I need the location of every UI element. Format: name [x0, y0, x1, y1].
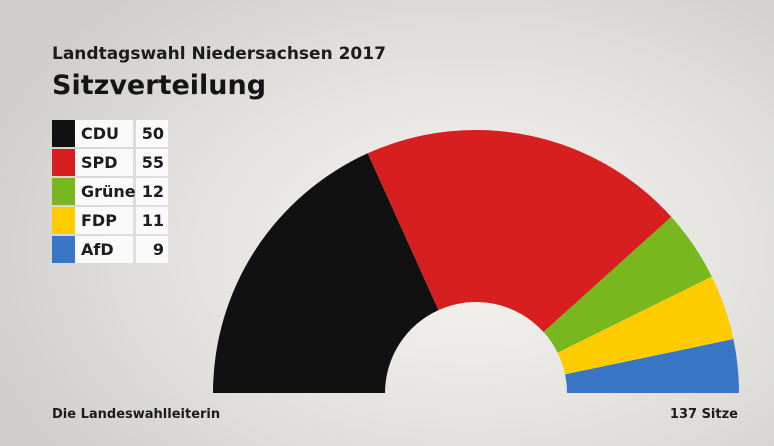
legend-value-spd: 55: [136, 149, 168, 176]
wedge-afd: [565, 339, 739, 393]
source-note: Die Landeswahlleiterin: [52, 407, 221, 422]
legend-value-gruene: 12: [136, 178, 168, 205]
legend-value-cdu: 50: [136, 120, 168, 147]
legend-label-afd: AfD: [75, 236, 133, 263]
legend-label-fdp: FDP: [75, 207, 133, 234]
chart-supertitle: Landtagswahl Niedersachsen 2017: [52, 44, 386, 64]
legend-swatch-afd: [52, 236, 75, 263]
wedge-cdu: [213, 153, 439, 393]
legend-label-cdu: CDU: [75, 120, 133, 147]
legend-value-afd: 9: [136, 236, 168, 263]
legend: CDU 50 SPD 55 Grüne 12 FDP 11 AfD 9: [52, 120, 172, 265]
legend-swatch-cdu: [52, 120, 75, 147]
wedge-fdp: [557, 276, 734, 375]
legend-swatch-fdp: [52, 207, 75, 234]
legend-item-cdu: CDU 50: [52, 120, 172, 147]
total-seats: 137 Sitze: [669, 407, 738, 422]
wedge-gruene: [543, 216, 712, 353]
chart-title: Sitzverteilung: [52, 70, 267, 101]
legend-swatch-gruene: [52, 178, 75, 205]
legend-label-gruene: Grüne: [75, 178, 136, 205]
wedge-spd: [367, 129, 672, 333]
legend-label-spd: SPD: [75, 149, 133, 176]
legend-item-afd: AfD 9: [52, 236, 172, 263]
legend-swatch-spd: [52, 149, 75, 176]
legend-item-gruene: Grüne 12: [52, 178, 172, 205]
legend-value-fdp: 11: [136, 207, 168, 234]
legend-item-spd: SPD 55: [52, 149, 172, 176]
legend-item-fdp: FDP 11: [52, 207, 172, 234]
